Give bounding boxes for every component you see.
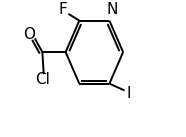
Text: F: F (59, 2, 67, 17)
Text: I: I (126, 86, 131, 101)
Text: Cl: Cl (35, 72, 50, 87)
Text: O: O (23, 27, 35, 42)
Text: N: N (106, 2, 118, 17)
